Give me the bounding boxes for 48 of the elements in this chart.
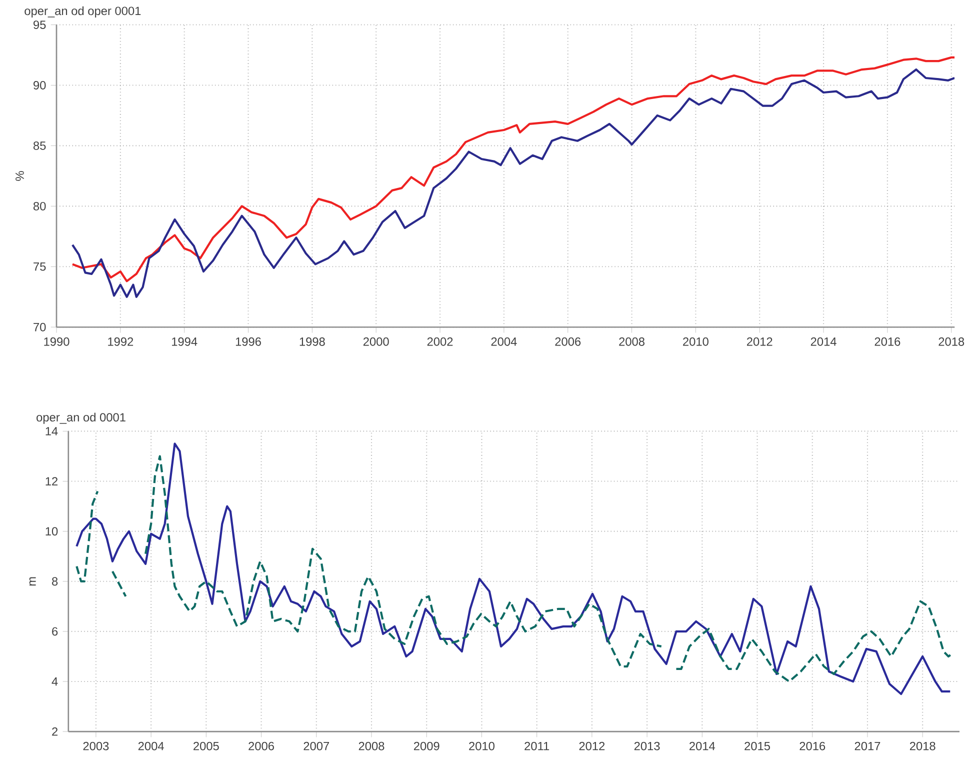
x-tick-label: 2003 [83,742,109,750]
y-tick-label: 2 [52,727,58,736]
x-tick-label: 2002 [427,337,453,346]
x-tick-label: 2008 [358,742,384,750]
y-tick-label: 80 [33,202,46,210]
x-tick-label: 2014 [690,742,716,750]
y-tick-label: 8 [52,577,58,586]
x-tick-label: 2000 [363,337,389,346]
x-tick-label: 2015 [744,742,770,750]
y-tick-label: 14 [46,427,58,436]
x-tick-label: 2013 [634,742,660,750]
x-tick-label: 2014 [810,337,836,346]
x-tick-label: 1998 [300,337,325,346]
x-tick-label: 2016 [874,337,900,346]
x-tick-label: 2012 [746,337,772,346]
x-tick-label: 2009 [414,742,440,750]
y-tick-label: 70 [34,322,46,332]
x-tick-label: 1990 [44,337,70,346]
y-tick-label: 95 [34,20,46,29]
y-tick-label: 90 [34,80,46,90]
x-tick-label: 1992 [108,337,134,346]
x-tick-label: 2007 [304,742,330,750]
y-tick-label: 85 [33,141,46,150]
y-tick-label: 6 [52,627,58,636]
x-tick-label: 2017 [854,742,880,750]
x-tick-label: 2010 [469,742,494,750]
x-tick-label: 2010 [683,337,708,346]
x-tick-label: 2011 [524,742,550,750]
x-tick-label: 2006 [248,742,274,750]
chart-title: oper_an od oper 0001 [24,6,141,18]
chart-title: oper_an od 0001 [36,412,126,424]
y-axis-title: m [29,577,36,586]
x-tick-label: 1996 [236,337,261,346]
y-tick-label: 12 [46,477,58,486]
y-tick-label: 4 [52,677,58,686]
x-tick-label: 2008 [619,337,644,346]
y-tick-label: 75 [34,262,46,271]
x-tick-label: 2018 [910,742,936,750]
x-tick-label: 2018 [938,337,964,346]
y-axis-title: % [16,171,24,181]
x-tick-label: 2005 [194,742,219,750]
x-tick-label: 2012 [579,742,605,750]
x-tick-label: 2004 [491,337,517,346]
x-tick-label: 1994 [172,337,198,346]
x-tick-label: 2006 [555,337,581,346]
y-tick-label: 10 [46,527,58,536]
x-tick-label: 2016 [800,742,826,750]
x-tick-label: 2004 [138,742,164,750]
